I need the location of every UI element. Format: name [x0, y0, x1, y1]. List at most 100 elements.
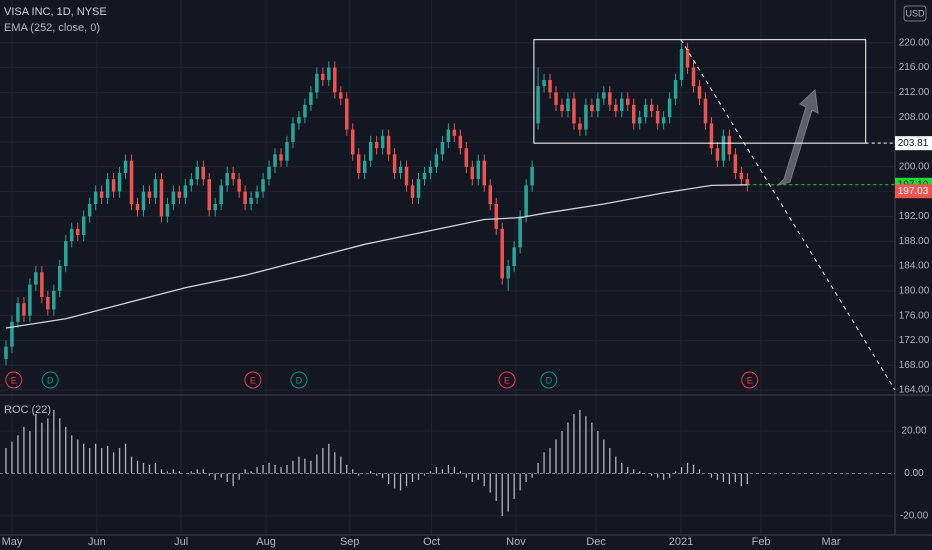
currency-box[interactable] [903, 5, 927, 22]
candle-body [279, 154, 283, 161]
candle-body [201, 166, 206, 180]
candle-body [655, 110, 660, 124]
arrow-drawing [776, 88, 819, 186]
candle-body [177, 191, 182, 198]
y-tick-label: 192.00 [899, 211, 930, 222]
candle-body [380, 135, 385, 149]
candle-body [231, 173, 235, 180]
event-label: E [11, 375, 17, 385]
candle-body [46, 297, 50, 310]
candle-body [661, 117, 666, 124]
candle-body [321, 73, 325, 80]
candle-body [458, 135, 463, 149]
candle-body [410, 185, 415, 198]
ema-label: EMA (252, close, 0) [4, 22, 100, 34]
y-tick-label: 172.00 [899, 335, 930, 346]
candle-body [4, 346, 8, 360]
candle-body [58, 266, 62, 291]
candle-body [440, 142, 445, 155]
candle-body [356, 154, 361, 174]
roc-tick-label: -20.00 [900, 511, 929, 522]
candle-body [524, 185, 528, 217]
candle-body [99, 191, 104, 198]
candle-body [189, 179, 194, 186]
candle-body [697, 86, 702, 99]
event-badge [290, 371, 308, 389]
candle-body [40, 272, 44, 298]
y-tick-label: 220.00 [899, 37, 930, 48]
y-tick-label: 216.00 [899, 62, 930, 73]
candle-body [111, 179, 116, 192]
candle-body [171, 191, 176, 205]
candle-body [590, 104, 594, 111]
candle-body [93, 191, 98, 205]
chart-title: VISA INC, 1D, NYSE [4, 6, 107, 18]
candle-body [637, 117, 642, 124]
y-tick-label: 208.00 [899, 112, 930, 123]
roc-tick-label: 0.00 [904, 468, 924, 479]
candle-body [614, 104, 618, 111]
last-price-box [895, 184, 932, 199]
candle-body [147, 191, 152, 198]
event-badge [540, 371, 558, 389]
candle-body [620, 98, 624, 111]
candle-body [488, 185, 492, 205]
y-tick-label: 212.00 [899, 87, 930, 98]
candle-body [207, 179, 212, 211]
candle-body [482, 160, 487, 186]
x-tick-label: Nov [506, 536, 526, 548]
candle-body [267, 166, 271, 180]
roc-label: ROC (22) [4, 404, 51, 416]
candle-body [703, 98, 708, 124]
x-tick-label: Feb [752, 536, 771, 548]
candle-body [339, 92, 343, 99]
candle-body [392, 154, 397, 174]
candle-body [261, 179, 265, 192]
candle-body [626, 98, 630, 105]
candle-body [159, 179, 164, 217]
candle-body [416, 179, 421, 198]
event-label: E [747, 375, 753, 385]
x-tick-label: Jul [174, 536, 188, 548]
candle-body [679, 48, 684, 80]
candle-body [733, 154, 738, 174]
candle-body [446, 129, 451, 143]
candle-body [727, 135, 732, 155]
candle-body [368, 142, 373, 161]
candle-body [643, 104, 648, 118]
event-label: D [296, 375, 303, 385]
candle-body [255, 191, 259, 198]
candle-body [709, 123, 714, 149]
candle-body [476, 160, 481, 180]
x-tick-label: 2021 [669, 536, 693, 548]
candle-body [572, 98, 576, 124]
candle-body [398, 166, 403, 174]
candle-body [303, 104, 307, 118]
candle-body [422, 173, 427, 180]
candle-body [22, 303, 26, 316]
candle-body [452, 129, 457, 136]
y-tick-label: 164.00 [899, 385, 930, 396]
ema-line [5, 184, 748, 329]
x-tick-label: Mar [822, 536, 841, 548]
event-badge [41, 371, 59, 389]
roc-tick-label: 20.00 [901, 426, 926, 437]
candle-body [75, 228, 80, 236]
candle-body [333, 67, 337, 93]
x-tick-label: May [2, 536, 23, 548]
last-price-label: 197.03 [898, 186, 929, 197]
candle-body [500, 228, 504, 279]
candle-body [123, 160, 128, 174]
candle-body [631, 104, 636, 124]
candle-body [141, 191, 146, 211]
candle-body [434, 154, 439, 167]
candle-body [536, 86, 540, 124]
candle-body [554, 92, 558, 105]
candle-body [183, 185, 188, 198]
candle-body [315, 73, 319, 93]
candle-body [470, 166, 475, 180]
candle-body [117, 173, 122, 192]
candle-body [566, 98, 570, 111]
